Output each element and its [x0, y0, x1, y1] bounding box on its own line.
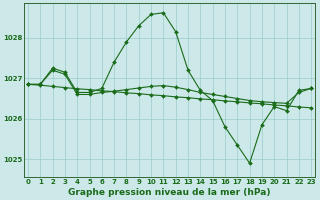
- X-axis label: Graphe pression niveau de la mer (hPa): Graphe pression niveau de la mer (hPa): [68, 188, 271, 197]
